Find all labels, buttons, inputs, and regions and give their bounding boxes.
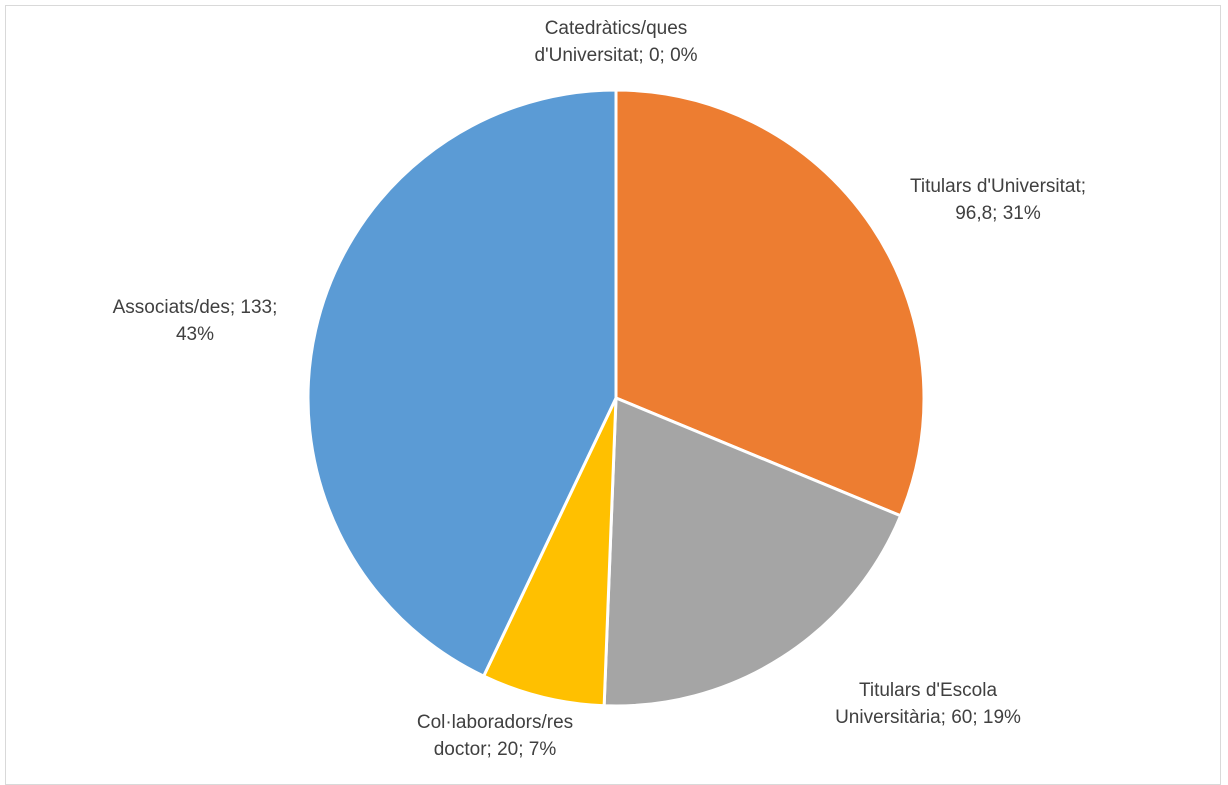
pie-slice-col-laboradors-res-doctor	[482, 396, 618, 708]
pie-slices	[306, 88, 926, 708]
data-label-titulars-d-escola-universitaria: Titulars d'Escola Universitària; 60; 19%	[835, 680, 1021, 728]
data-label-catedratics-ques-d-universitat: Catedràtics/ques d'Universitat; 0; 0%	[534, 18, 697, 66]
pie-slice-titulars-d-escola-universitaria	[602, 396, 903, 708]
data-label-line: Associats/des; 133;	[113, 297, 278, 318]
data-label-line: 96,8; 31%	[955, 203, 1041, 224]
data-label-line: Col·laboradors/res	[417, 712, 573, 733]
data-label-line: 43%	[176, 324, 214, 345]
data-label-line: Universitària; 60; 19%	[835, 707, 1021, 728]
data-label-titulars-d-universitat: Titulars d'Universitat; 96,8; 31%	[910, 176, 1086, 224]
data-label-col-laboradors-res-doctor: Col·laboradors/res doctor; 20; 7%	[417, 712, 573, 760]
data-labels: Catedràtics/ques d'Universitat; 0; 0% Titu…	[113, 18, 1086, 760]
data-label-line: d'Universitat; 0; 0%	[534, 45, 697, 66]
data-label-associats-des: Associats/des; 133; 43%	[113, 297, 278, 345]
pie-slice-associats-des	[306, 88, 618, 678]
data-label-line: Titulars d'Universitat;	[910, 176, 1086, 197]
data-label-line: Catedràtics/ques	[545, 18, 688, 39]
data-label-line: Titulars d'Escola	[859, 680, 998, 701]
data-label-line: doctor; 20; 7%	[434, 739, 557, 760]
pie-slice-titulars-d-universitat	[614, 88, 926, 518]
